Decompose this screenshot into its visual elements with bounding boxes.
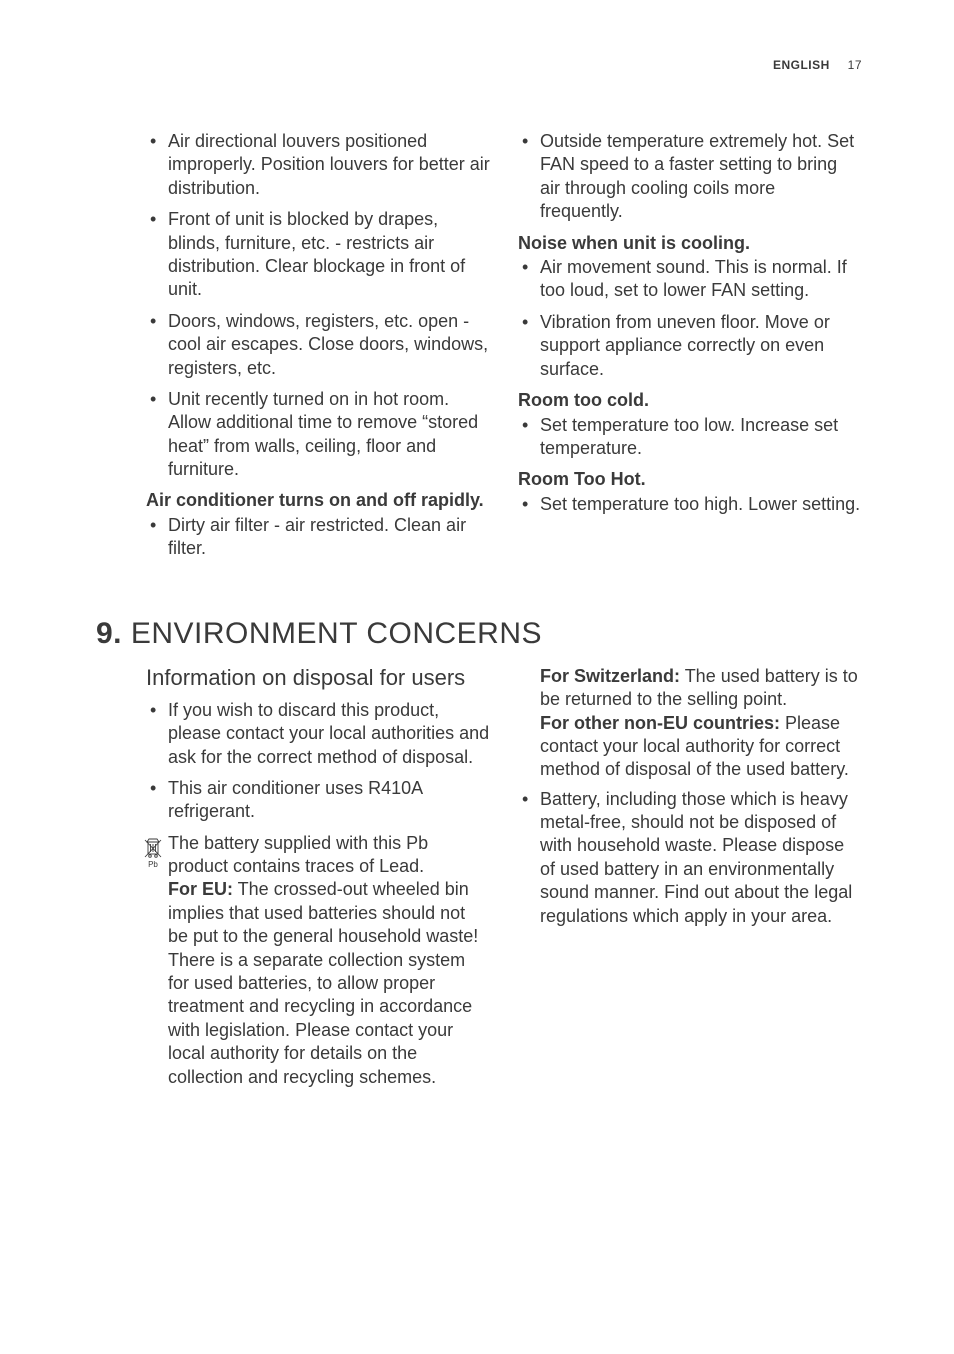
subhead-ac-rapid: Air conditioner turns on and off rapidly… [146,489,490,512]
troubleshoot-list-e: Set temperature too low. Increase set te… [518,414,862,461]
list-item: Air directional louvers positioned impro… [146,130,490,200]
troubleshoot-right-column: Outside temperature extremely hot. Set F… [518,130,862,569]
subhead-room-cold: Room too cold. [518,389,862,412]
for-eu-label: For EU: [168,879,233,899]
battery-disposal-block: Pb The battery supplied with this Pb pro… [146,832,490,1089]
header-page-number: 17 [848,58,862,72]
section-title-text: ENVIRONMENT CONCERNS [131,617,542,650]
list-item: Unit recently turned on in hot room. All… [146,388,490,482]
troubleshoot-list-d: Air movement sound. This is normal. If t… [518,256,862,381]
list-item: Battery, including those which is heavy … [518,788,862,928]
list-item: Outside temperature extremely hot. Set F… [518,130,862,224]
env-subtitle: Information on disposal for users [146,665,490,691]
subhead-noise: Noise when unit is cooling. [518,232,862,255]
subhead-room-hot: Room Too Hot. [518,468,862,491]
troubleshoot-list-f: Set temperature too high. Lower setting. [518,493,862,516]
troubleshoot-list-a: Air directional louvers positioned impro… [146,130,490,481]
for-other-label: For other non-EU countries: [540,713,780,733]
list-item: Front of unit is blocked by drapes, blin… [146,208,490,302]
for-switzerland-label: For Switzerland: [540,666,680,686]
header-language: ENGLISH [773,58,830,72]
list-item: Set temperature too high. Lower setting. [518,493,862,516]
list-item: Vibration from uneven ﬂoor. Move or supp… [518,311,862,381]
list-item: If you wish to discard this product, ple… [146,699,490,769]
troubleshoot-left-column: Air directional louvers positioned impro… [146,130,490,569]
env-list-left: If you wish to discard this product, ple… [146,699,490,824]
list-item: Set temperature too low. Increase set te… [518,414,862,461]
section-number: 9. [96,617,122,650]
for-eu-text: The crossed-out wheeled bin implies that… [168,879,478,1086]
battery-intro-text: The battery supplied with this Pb produc… [168,833,428,876]
env-list-right: Battery, including those which is heavy … [518,788,862,928]
troubleshoot-list-b: Dirty air ﬁlter - air restricted. Clean … [146,514,490,561]
crossed-bin-icon: Pb [144,834,162,870]
section-9-title: 9. ENVIRONMENT CONCERNS [96,617,862,651]
env-right-column: For Switzerland: The used battery is to … [518,665,862,1089]
list-item: Air movement sound. This is normal. If t… [518,256,862,303]
list-item: Dirty air ﬁlter - air restricted. Clean … [146,514,490,561]
env-right-intro: For Switzerland: The used battery is to … [518,665,862,782]
env-left-column: Information on disposal for users If you… [146,665,490,1089]
list-item: This air conditioner uses R410A refriger… [146,777,490,824]
pb-label: Pb [144,860,162,870]
troubleshoot-list-c: Outside temperature extremely hot. Set F… [518,130,862,224]
list-item: Doors, windows, registers, etc. open - c… [146,310,490,380]
